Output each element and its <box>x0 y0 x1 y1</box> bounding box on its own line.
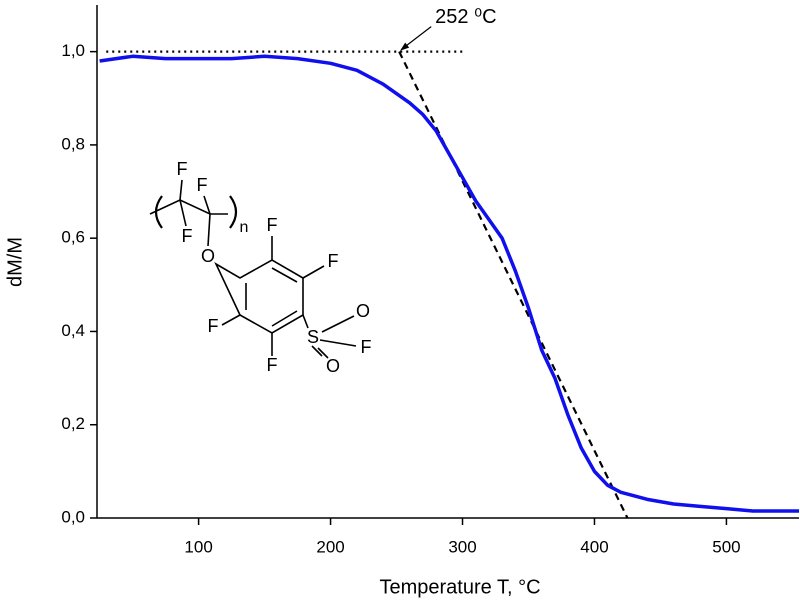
data-line <box>99 54 799 513</box>
y-tick-label: 0,8 <box>61 134 85 153</box>
atom: F <box>267 215 278 235</box>
x-tick-label: 300 <box>448 537 476 556</box>
annotation: 252 ⁰C <box>435 6 496 28</box>
atom: F <box>328 251 339 271</box>
atom: F <box>177 159 188 179</box>
atom: F <box>208 316 219 336</box>
atom: F <box>361 337 372 357</box>
structure <box>149 179 357 359</box>
atom: F <box>197 175 208 195</box>
bonds <box>221 236 325 356</box>
structure-labels: F F F O F F F F S O O F n <box>177 159 372 376</box>
atom: S <box>307 327 319 347</box>
y-axis-label: dM/M <box>4 237 26 287</box>
arrow-head <box>400 42 410 51</box>
y-tick-label: 0,2 <box>61 414 85 433</box>
bracket <box>154 195 238 229</box>
atom: F <box>182 226 193 246</box>
atom: O <box>356 301 370 321</box>
tangent <box>398 51 629 519</box>
bonds <box>179 179 211 247</box>
atom: O <box>326 356 340 376</box>
x-tick-label: 400 <box>580 537 608 556</box>
bonds <box>311 315 357 359</box>
x-tick-label: 500 <box>712 537 740 556</box>
atom: F <box>267 355 278 375</box>
backbone <box>149 199 228 215</box>
y-tick-label: 0,6 <box>61 228 85 247</box>
x-axis-label: Temperature T, °C <box>379 576 540 598</box>
y-tick-label: 0,0 <box>61 507 85 526</box>
x-tick-label: 100 <box>184 537 212 556</box>
y-tick-label: 0,4 <box>61 321 85 340</box>
x-tick-label: 200 <box>316 537 344 556</box>
subscript: n <box>240 219 249 236</box>
y-tick-label: 1,0 <box>61 41 85 60</box>
ring <box>214 259 304 334</box>
atom: O <box>201 246 215 266</box>
